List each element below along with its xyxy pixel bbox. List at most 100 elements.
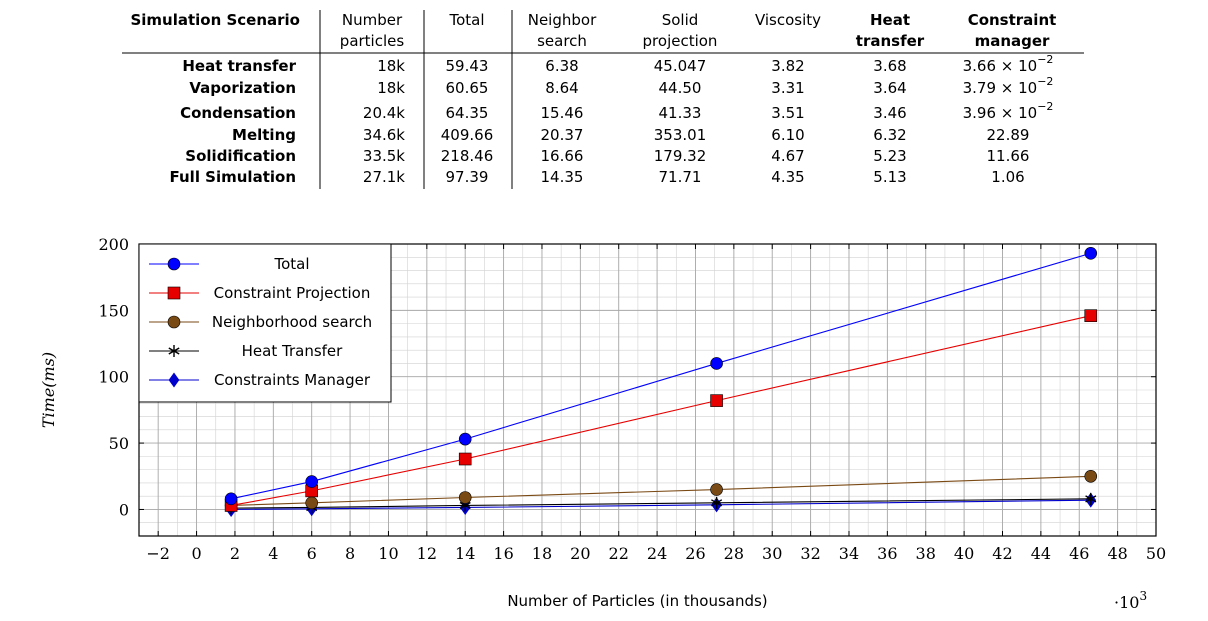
x-tick-label: 34 [839, 544, 859, 563]
data-point [305, 496, 318, 510]
table-cell-neighbor: 16.66 [541, 147, 584, 165]
x-tick-label: 32 [800, 544, 820, 563]
table-cell-total: 59.43 [446, 57, 489, 75]
data-point [1084, 309, 1098, 322]
table-cell-total: 64.35 [446, 104, 489, 122]
table-cell-viscosity: 4.67 [771, 147, 804, 165]
legend: Total Constraint Projection Neighborhood s… [138, 243, 392, 403]
data-point [458, 452, 472, 466]
x-tick-label: 8 [345, 544, 355, 563]
y-tick-label: 100 [98, 368, 129, 387]
x-tick-label: 50 [1146, 544, 1166, 563]
table-header-4: projection [643, 32, 718, 50]
table-cell-scenario: Condensation [180, 104, 296, 122]
table-cell-neighbor: 6.38 [545, 57, 578, 75]
table-cell-viscosity: 3.82 [771, 57, 804, 75]
table-cell-heat: 5.13 [873, 168, 906, 186]
table-cell-scenario: Full Simulation [170, 168, 297, 186]
legend-label: Constraint Projection [214, 284, 371, 302]
table-cell-heat: 3.68 [873, 57, 906, 75]
table-header-0: Simulation Scenario [130, 11, 300, 29]
data-point [458, 491, 472, 504]
x-tick-label: 46 [1069, 544, 1089, 563]
x-tick-label: 22 [609, 544, 629, 563]
table-cell-heat: 5.23 [873, 147, 906, 165]
legend-label: Neighborhood search [212, 313, 372, 331]
table-cell-neighbor: 20.37 [541, 126, 584, 144]
table-cell-neighbor: 15.46 [541, 104, 584, 122]
table-cell-total: 97.39 [446, 168, 489, 186]
legend-label: Constraints Manager [214, 371, 371, 389]
legend-marker [167, 286, 181, 300]
table-cell-scenario: Heat transfer [182, 57, 296, 75]
table-cell-solid: 45.047 [654, 57, 707, 75]
table-cell-scenario: Vaporization [189, 79, 296, 97]
x-tick-label: 20 [570, 544, 590, 563]
data-point [710, 357, 723, 370]
x-tick-label: 0 [191, 544, 201, 563]
x-tick-label: 48 [1107, 544, 1127, 563]
x-tick-label: 40 [954, 544, 974, 563]
x-tick-label: 10 [378, 544, 398, 563]
table-header-5: Viscosity [755, 11, 821, 29]
x-tick-label: 28 [724, 544, 744, 563]
table-header-1: particles [340, 32, 405, 50]
table-cell-solid: 71.71 [659, 168, 702, 186]
table-cell-heat: 3.64 [873, 79, 906, 97]
x-tick-label: 14 [455, 544, 475, 563]
table-cell-manager: 3.66 × 10−2 [963, 53, 1054, 75]
table-cell-solid: 179.32 [654, 147, 707, 165]
legend-label: Heat Transfer [242, 342, 343, 360]
x-tick-label: 12 [417, 544, 437, 563]
y-axis-label: Time(ms) [39, 352, 58, 428]
x-tick-label: −2 [146, 544, 170, 563]
table-cell-scenario: Solidification [185, 147, 296, 165]
x-tick-label: 44 [1031, 544, 1051, 563]
data-point [458, 432, 472, 446]
table-cell-manager: 22.89 [987, 126, 1030, 144]
table-cell-total: 409.66 [441, 126, 494, 144]
table-header-2: Total [448, 11, 484, 29]
x-axis-label: Number of Particles (in thousands) [507, 592, 767, 610]
table-header-6: transfer [856, 32, 925, 50]
x-tick-label: 6 [307, 544, 317, 563]
table-cell-particles: 33.5k [363, 147, 405, 165]
y-tick-label: 150 [98, 301, 129, 320]
data-point [305, 475, 318, 488]
x-tick-label: 4 [268, 544, 278, 563]
x-tick-label: 16 [493, 544, 513, 563]
table-cell-viscosity: 3.31 [771, 79, 804, 97]
x-tick-label: 24 [647, 544, 667, 563]
legend-marker [168, 345, 180, 357]
legend-box [138, 243, 392, 403]
table-cell-particles: 18k [377, 79, 405, 97]
x-tick-label: 2 [230, 544, 240, 563]
table-cell-neighbor: 8.64 [545, 79, 578, 97]
table-cell-total: 218.46 [441, 147, 494, 165]
table-header-6: Heat [870, 11, 910, 29]
data-point [224, 492, 238, 506]
data-point [710, 483, 723, 496]
x-tick-label: 38 [916, 544, 936, 563]
y-tick-label: 200 [98, 235, 129, 254]
results-table: Simulation Scenario Number particles Total N… [122, 10, 1084, 189]
legend-label: Total [273, 255, 309, 273]
table-cell-particles: 27.1k [363, 168, 405, 186]
table-cell-particles: 20.4k [363, 104, 405, 122]
table-header-3: Neighbor [528, 11, 597, 29]
table-cell-manager: 3.96 × 10−2 [963, 100, 1054, 122]
table-cell-solid: 41.33 [659, 104, 702, 122]
legend-marker [167, 257, 181, 271]
series-2 [224, 469, 1098, 512]
legend-marker [168, 372, 180, 388]
table-cell-viscosity: 6.10 [771, 126, 804, 144]
table-cell-manager: 11.66 [987, 147, 1030, 165]
table-cell-manager: 1.06 [991, 168, 1024, 186]
table-header-7: manager [975, 32, 1050, 50]
y-tick-label: 0 [119, 500, 129, 519]
x-tick-label: 42 [992, 544, 1012, 563]
table-cell-heat: 3.46 [873, 104, 906, 122]
data-point [1084, 469, 1098, 483]
table-cell-solid: 353.01 [654, 126, 707, 144]
x-tick-label: 18 [532, 544, 552, 563]
